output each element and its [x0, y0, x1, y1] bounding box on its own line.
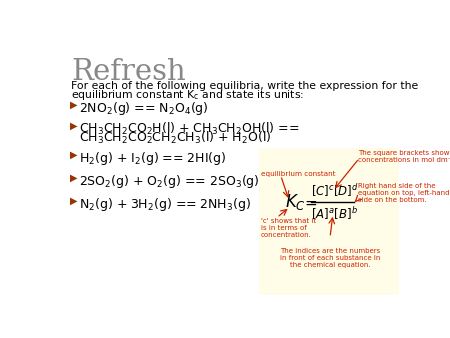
Text: $[A]^a[B]^b$: $[A]^a[B]^b$ [311, 206, 358, 222]
Text: CH$_3$CH$_2$CO$_2$H(l) + CH$_3$CH$_2$OH(l) ==: CH$_3$CH$_2$CO$_2$H(l) + CH$_3$CH$_2$OH(… [79, 121, 299, 137]
Text: equilibrium constant $\mathdefault{K_c}$ and state its units:: equilibrium constant $\mathdefault{K_c}$… [71, 88, 305, 102]
Text: ▶: ▶ [70, 150, 77, 160]
Text: ▶: ▶ [70, 100, 77, 110]
Text: ▶: ▶ [70, 173, 77, 183]
Text: equilibrium constant: equilibrium constant [261, 171, 335, 177]
Text: $=$: $=$ [302, 195, 318, 210]
Text: CH$_3$CH$_2$CO$_2$CH$_2$CH$_3$(l) + H$_2$O(l): CH$_3$CH$_2$CO$_2$CH$_2$CH$_3$(l) + H$_2… [79, 130, 271, 146]
Text: N$_2$(g) + 3H$_2$(g) == 2NH$_3$(g): N$_2$(g) + 3H$_2$(g) == 2NH$_3$(g) [79, 196, 251, 213]
Text: 2NO$_2$(g) == N$_2$O$_4$(g): 2NO$_2$(g) == N$_2$O$_4$(g) [79, 100, 209, 117]
Text: The indices are the numbers
in front of each substance in
the chemical equation.: The indices are the numbers in front of … [280, 248, 380, 268]
Text: The square brackets show
concentrations in mol dm⁻³: The square brackets show concentrations … [358, 150, 450, 163]
Text: Right hand side of the
equation on top, left-hand
side on the bottom.: Right hand side of the equation on top, … [358, 183, 449, 203]
Text: 2SO$_2$(g) + O$_2$(g) == 2SO$_3$(g): 2SO$_2$(g) + O$_2$(g) == 2SO$_3$(g) [79, 173, 260, 190]
Text: Refresh: Refresh [71, 58, 186, 86]
Bar [259, 148, 399, 295]
Text: ▶: ▶ [70, 196, 77, 206]
Text: $K_C$: $K_C$ [284, 192, 306, 212]
Text: For each of the following equilibria, write the expression for the: For each of the following equilibria, wr… [71, 80, 418, 91]
Text: ▶: ▶ [70, 121, 77, 131]
Text: $[C]^c[D]^d$: $[C]^c[D]^d$ [311, 182, 360, 199]
Text: H$_2$(g) + I$_2$(g) == 2HI(g): H$_2$(g) + I$_2$(g) == 2HI(g) [79, 150, 226, 167]
Text: 'c' shows that it
is in terms of
concentration.: 'c' shows that it is in terms of concent… [261, 218, 316, 238]
